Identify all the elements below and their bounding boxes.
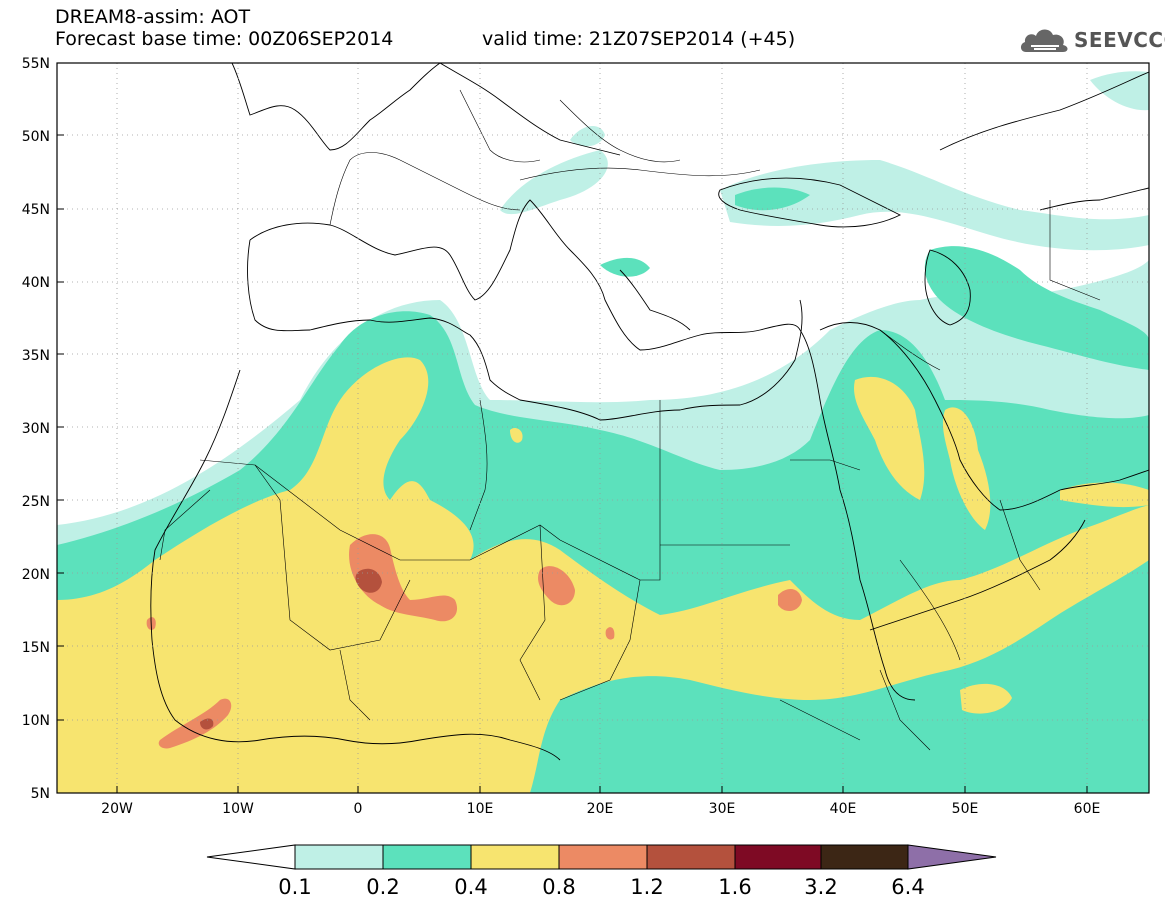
aot-contour-1-2 (200, 568, 382, 730)
aot-field (57, 63, 1149, 793)
lon-ticks (116, 786, 1088, 793)
coastlines (150, 63, 1149, 761)
aot-contour-0-8 (146, 534, 802, 749)
lon-label: 60E (1074, 801, 1101, 817)
cloud-icon (1020, 29, 1068, 52)
lat-label: 15N (22, 640, 50, 656)
lat-label: 40N (22, 275, 50, 291)
lon-label: 20E (587, 801, 614, 817)
lat-label: 30N (22, 421, 50, 437)
aot-contour-0-4 (57, 357, 1149, 793)
map-title: DREAM8-assim: AOT (55, 6, 251, 28)
colorbar-label: 6.4 (891, 875, 924, 899)
colorbar-swatch (734, 844, 822, 870)
lon-label: 20W (101, 801, 133, 817)
lon-label: 10E (467, 801, 494, 817)
lon-label: 0 (354, 801, 363, 817)
lat-label: 45N (22, 202, 50, 218)
seevccc-logo: SEEVCCC (1018, 24, 1165, 56)
logo-text: SEEVCCC (1074, 28, 1165, 52)
colorbar-label: 3.2 (804, 875, 837, 899)
colorbar-labels: 0.1 0.2 0.4 0.8 1.2 1.6 3.2 6.4 (278, 875, 924, 899)
colorbar-swatch (294, 844, 384, 870)
map-frame (56, 62, 1150, 794)
lon-label: 40E (830, 801, 857, 817)
colorbar-label: 0.4 (454, 875, 487, 899)
lon-labels: 20W 10W 0 10E 20E 30E 40E 50E 60E (101, 801, 1100, 817)
colorbar-swatch (820, 844, 909, 870)
colorbar-label: 0.2 (366, 875, 399, 899)
colorbar-swatch (382, 844, 472, 870)
lat-labels: 55N 50N 45N 40N 35N 30N 25N 20N 15N 10N … (22, 56, 50, 802)
colorbar-label: 1.2 (630, 875, 663, 899)
lat-label: 5N (31, 786, 50, 802)
lon-label: 10W (222, 801, 254, 817)
country-borders (159, 89, 1101, 751)
base-time-label: Forecast base time: 00Z06SEP2014 (55, 28, 394, 50)
colorbar-swatch (646, 844, 736, 870)
lon-label: 50E (952, 801, 979, 817)
lat-label: 25N (22, 494, 50, 510)
colorbar-swatch (558, 844, 648, 870)
colorbar-label: 1.6 (718, 875, 751, 899)
colorbar (206, 844, 997, 870)
lon-label: 30E (709, 801, 736, 817)
colorbar-label: 0.1 (278, 875, 311, 899)
valid-time-label: valid time: 21Z07SEP2014 (+45) (482, 28, 796, 50)
lat-ticks (57, 62, 64, 794)
graticule (57, 63, 1149, 793)
lat-label: 20N (22, 567, 50, 583)
lat-label: 50N (22, 129, 50, 145)
colorbar-over-triangle (907, 844, 997, 870)
colorbar-swatch (470, 844, 560, 870)
colorbar-under-triangle (206, 844, 296, 870)
colorbar-label: 0.8 (542, 875, 575, 899)
lat-label: 10N (22, 713, 50, 729)
lat-label: 55N (22, 56, 50, 72)
lat-label: 35N (22, 348, 50, 364)
